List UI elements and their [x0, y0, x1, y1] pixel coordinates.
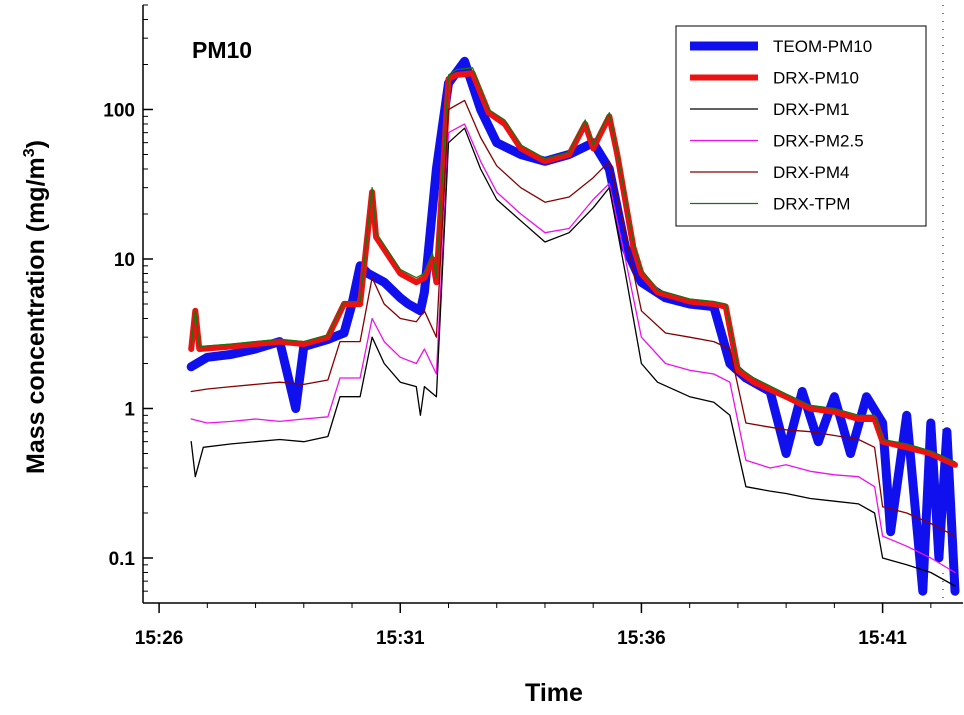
legend-label: DRX-PM10: [773, 69, 859, 88]
series-line-drx-pm10: [188, 70, 958, 468]
x-tick-label: 15:31: [376, 628, 425, 649]
series-line-drx-pm4: [190, 99, 956, 537]
legend-label: DRX-PM4: [773, 163, 850, 182]
x-axis-ticks: 15:26 15:31 15:36 15:41: [135, 603, 932, 649]
legend-box: [675, 25, 927, 227]
y-tick-label: 10: [114, 250, 135, 271]
x-axis-title: Time: [525, 679, 583, 707]
legend-label: DRX-PM1: [773, 100, 850, 119]
y-axis-title: Mass concentration (mg/m3): [21, 140, 50, 474]
y-tick-label: 100: [103, 100, 135, 121]
chart-title: PM10: [192, 37, 252, 63]
legend-label: DRX-PM2.5: [773, 132, 864, 151]
plot-area: [142, 5, 963, 604]
legend: TEOM-PM10 DRX-PM10 DRX-PM1 DRX-PM2.5 DRX-PM4…: [675, 25, 927, 227]
legend-label: DRX-TPM: [773, 195, 850, 214]
y-tick-label: 0.1: [109, 549, 136, 570]
y-axis-title-superscript: 3: [21, 148, 38, 157]
y-axis-title-text: Mass concentration (mg/m: [22, 157, 50, 474]
y-tick-label: 1: [124, 399, 135, 420]
series-line-drx-pm2-5: [190, 123, 956, 574]
x-tick-label: 15:26: [135, 628, 184, 649]
x-tick-label: 15:36: [617, 628, 666, 649]
x-tick-label: 15:41: [858, 628, 907, 649]
series-line-drx-tpm: [190, 67, 956, 463]
y-axis-title-close: ): [22, 140, 50, 148]
series-line-drx-pm1: [190, 127, 956, 587]
legend-label: TEOM-PM10: [773, 37, 872, 56]
y-axis-ticks: 0.1 1 10 100: [103, 4, 153, 604]
